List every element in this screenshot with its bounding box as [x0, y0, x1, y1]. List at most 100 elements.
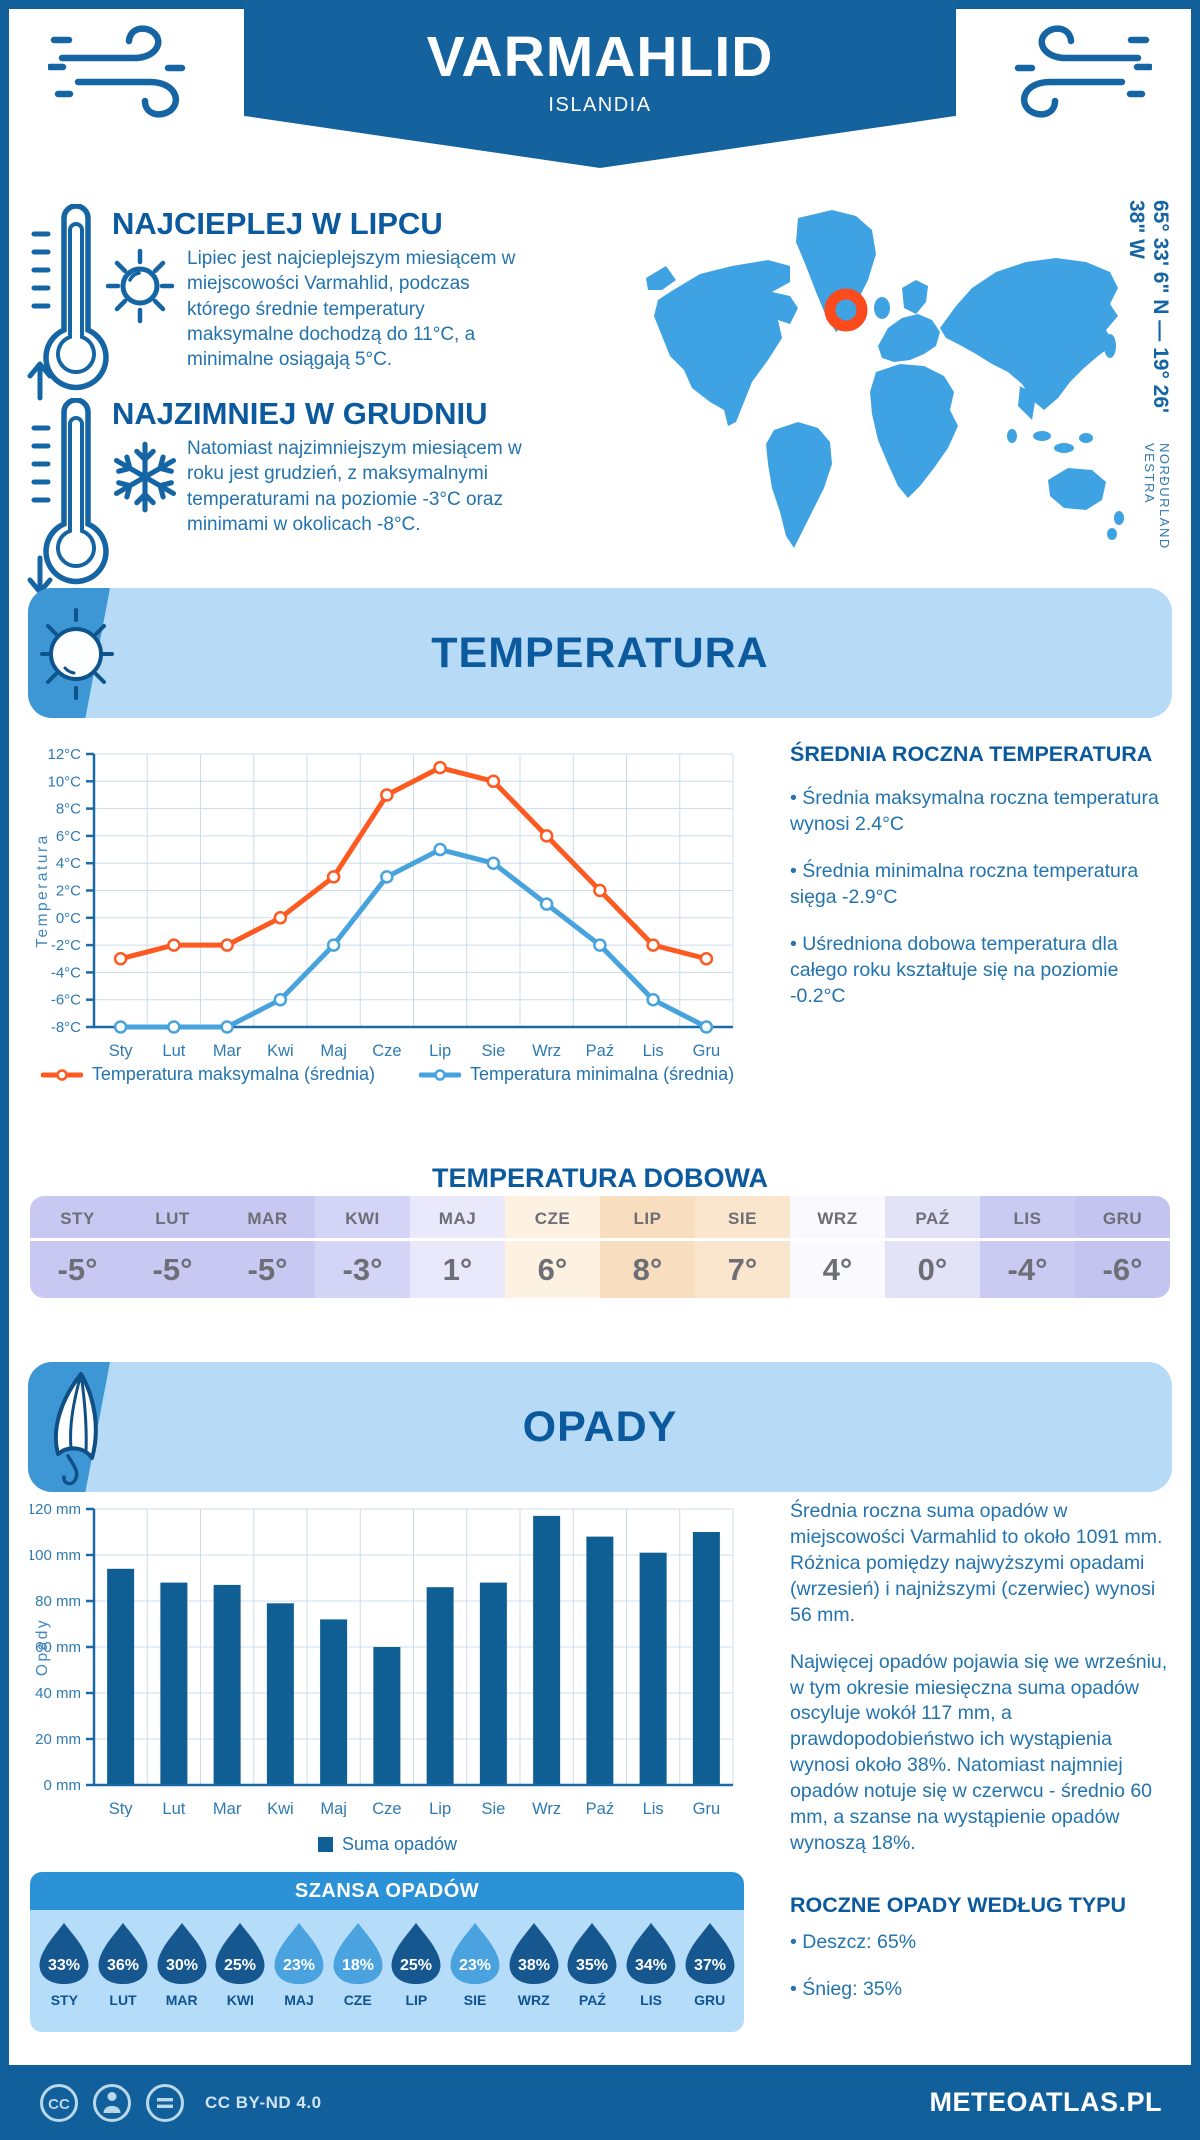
svg-text:Lut: Lut: [162, 1800, 185, 1817]
svg-text:100 mm: 100 mm: [30, 1547, 81, 1564]
svg-text:30%: 30%: [166, 1957, 198, 1974]
daily-table-month: SIE: [695, 1196, 790, 1238]
daily-table-month: PAŹ: [885, 1196, 980, 1238]
daily-table-value: -3°: [315, 1238, 410, 1298]
svg-text:12°C: 12°C: [47, 746, 81, 763]
svg-text:8°C: 8°C: [56, 801, 81, 818]
svg-text:38%: 38%: [518, 1957, 550, 1974]
svg-text:120 mm: 120 mm: [30, 1501, 81, 1518]
rain-drop-icon: 23%: [450, 1922, 500, 1985]
precipitation-type-bullet: • Śnieg: 35%: [790, 1977, 902, 2000]
svg-text:Sie: Sie: [481, 1042, 505, 1060]
rain-drop-icon: 35%: [567, 1922, 617, 1985]
svg-text:Wrz: Wrz: [532, 1042, 561, 1060]
snowflake-icon: [113, 441, 177, 513]
svg-text:23%: 23%: [283, 1957, 315, 1974]
svg-text:18%: 18%: [342, 1957, 374, 1974]
daily-table-month: LIP: [600, 1196, 695, 1238]
rain-drop-month: LUT: [109, 1992, 137, 2008]
thermometer-warm-icon: [27, 204, 109, 401]
rain-drop-month: GRU: [694, 1992, 726, 2008]
precipitation-by-type-title: ROCZNE OPADY WEDŁUG TYPU: [790, 1893, 1127, 1917]
license-text: CC BY-ND 4.0: [205, 2092, 322, 2112]
rain-drop-month: WRZ: [517, 1992, 550, 2008]
svg-text:-6°C: -6°C: [51, 992, 81, 1009]
rain-drop-month: CZE: [343, 1992, 372, 2008]
warm-block-text: Lipiec jest najcieplejszym miesiącem w m…: [187, 248, 516, 371]
daily-table-month: CZE: [505, 1196, 600, 1238]
rain-drop-month: SIE: [463, 1992, 487, 2008]
svg-text:Wrz: Wrz: [532, 1800, 561, 1817]
rain-drop-cell: 25% LIP: [387, 1910, 446, 2032]
precipitation-chance-drops: 33% STY 36% LUT 30% MAR 25% KWI 23% MAJ 18% CZE 25% L…: [30, 1910, 744, 2032]
daily-table-value: 4°: [790, 1238, 885, 1298]
svg-text:2°C: 2°C: [56, 883, 81, 900]
svg-text:20 mm: 20 mm: [35, 1731, 81, 1748]
legend-line-marker: [40, 1068, 83, 1081]
sun-filled-icon: [40, 608, 114, 700]
coordinates-text: 65° 33' 6" N — 19° 26' 38" W: [1125, 200, 1172, 414]
rain-drop-cell: 23% SIE: [446, 1910, 505, 2032]
svg-text:23%: 23%: [459, 1957, 491, 1974]
legend-item: Temperatura maksymalna (średnia): [40, 1064, 375, 1085]
daily-table-value: 8°: [600, 1238, 695, 1298]
svg-text:Kwi: Kwi: [267, 1800, 294, 1817]
rain-drop-icon: 34%: [626, 1922, 676, 1985]
wind-icon: [1014, 25, 1152, 118]
daily-table-month: MAR: [220, 1196, 315, 1238]
precipitation-chart-legend: Suma opadów: [30, 1834, 745, 1855]
svg-text:-8°C: -8°C: [51, 1019, 81, 1036]
world-map: [646, 210, 1124, 548]
temperature-section-banner: TEMPERATURA: [28, 588, 1172, 718]
rain-drop-month: STY: [50, 1992, 78, 2008]
daily-table-value: -6°: [1075, 1238, 1170, 1298]
rain-drop-month: LIS: [640, 1992, 662, 2008]
svg-text:6°C: 6°C: [56, 828, 81, 845]
no-derivatives-icon: [146, 2083, 184, 2122]
cold-block-text: Natomiast najzimniejszym miesiącem w rok…: [187, 438, 522, 535]
svg-text:36%: 36%: [107, 1957, 139, 1974]
cc-icon: CC: [40, 2083, 78, 2122]
rain-drop-cell: 33% STY: [35, 1910, 94, 2032]
svg-text:Lut: Lut: [162, 1042, 185, 1060]
svg-text:Sty: Sty: [109, 1800, 134, 1817]
svg-text:Mar: Mar: [213, 1800, 242, 1817]
legend-label: Suma opadów: [341, 1834, 458, 1854]
svg-text:Paź: Paź: [586, 1042, 614, 1060]
daily-table-value: -5°: [30, 1238, 125, 1298]
legend-label: Temperatura maksymalna (średnia): [91, 1064, 375, 1084]
thermometer-cold-icon: [27, 398, 109, 595]
warm-block-title: NAJCIEPLEJ W LIPCU: [112, 206, 443, 241]
page-subtitle: ISLANDIA: [548, 94, 652, 116]
rain-drop-cell: 35% PAŹ: [563, 1910, 622, 2032]
legend-item: Suma opadów: [317, 1834, 458, 1855]
temperature-section-title: TEMPERATURA: [431, 629, 769, 677]
legend-square-marker: [317, 1837, 333, 1852]
temperature-line-chart: -8°C -6°C -4°C -2°C 0°C 2°C 4°C 6°C 8°C 10°C 12°C S…: [34, 746, 734, 1060]
rain-drop-cell: 34% LIS: [622, 1910, 681, 2032]
svg-text:37%: 37%: [694, 1957, 726, 1974]
rain-drop-icon: 25%: [391, 1922, 441, 1985]
rain-drop-icon: 33%: [39, 1922, 89, 1985]
svg-text:Cze: Cze: [372, 1042, 401, 1060]
location-marker: [824, 288, 868, 332]
annual-temperature-title: ŚREDNIA ROCZNA TEMPERATURA: [790, 742, 1153, 766]
precipitation-paragraph: Najwięcej opadów pojawia się we wrześniu…: [790, 1650, 1168, 1855]
daily-table-value: 7°: [695, 1238, 790, 1298]
svg-text:40 mm: 40 mm: [35, 1685, 81, 1702]
svg-text:34%: 34%: [635, 1957, 667, 1974]
daily-table-month: LUT: [125, 1196, 220, 1238]
daily-table-month: GRU: [1075, 1196, 1170, 1238]
rain-drop-icon: 25%: [215, 1922, 265, 1985]
legend-label: Temperatura minimalna (średnia): [470, 1064, 735, 1084]
rain-drop-icon: 38%: [509, 1922, 559, 1985]
daily-table-value: 6°: [505, 1238, 600, 1298]
attribution-person-icon: [93, 2083, 131, 2122]
rain-drop-month: LIP: [405, 1992, 428, 2008]
svg-text:Opady: Opady: [34, 1618, 51, 1676]
svg-text:0 mm: 0 mm: [44, 1777, 82, 1794]
legend-item: Temperatura minimalna (średnia): [419, 1064, 734, 1085]
svg-text:Lis: Lis: [643, 1800, 664, 1817]
daily-table-value: -5°: [220, 1238, 315, 1298]
